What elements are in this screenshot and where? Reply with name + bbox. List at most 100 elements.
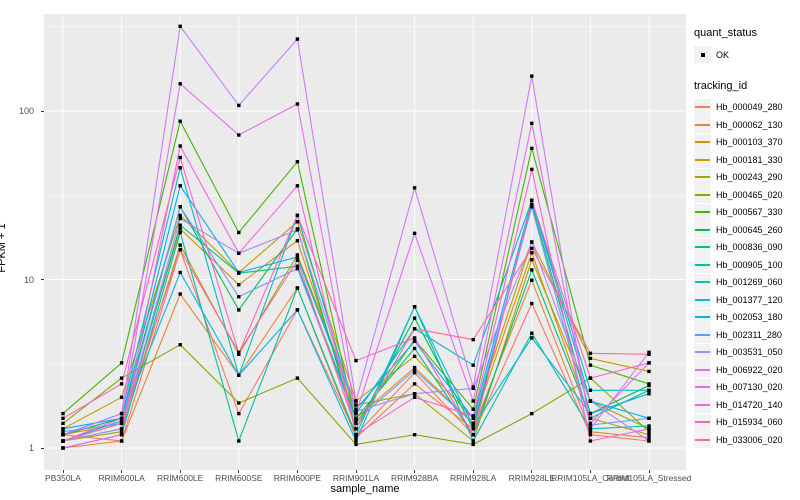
data-point (471, 363, 475, 367)
data-point (237, 251, 241, 255)
x-tick-label: RRIM901LA (332, 473, 380, 483)
legend-line-swatch (695, 246, 710, 249)
legend-item-Hb_000181_330: Hb_000181_330 (694, 151, 798, 169)
legend-key-box (694, 361, 711, 379)
legend-item-Hb_003531_050: Hb_003531_050 (694, 343, 798, 362)
data-point (471, 414, 475, 418)
x-tick-label: RRIM105LA_Stressed (606, 473, 692, 483)
legend-item-Hb_033006_020: Hb_033006_020 (694, 431, 798, 449)
x-tick-mark (179, 470, 181, 473)
legend-item-label: Hb_000062_130 (716, 119, 783, 130)
data-point (295, 228, 300, 232)
legend-line-swatch (695, 193, 710, 196)
data-point (530, 240, 534, 244)
tracking-id-legend-entries: Hb_000049_280 Hb_000062_130 Hb_000103_370 H… (694, 98, 798, 449)
data-point (237, 283, 241, 287)
data-point (530, 301, 534, 306)
data-point (61, 446, 65, 450)
data-point (471, 407, 475, 411)
legend-title-quant-status: quant_status (694, 27, 757, 39)
legend-item-label: Hb_001377_120 (716, 294, 783, 305)
data-point (412, 371, 417, 375)
data-point (295, 102, 300, 106)
data-point (178, 144, 182, 148)
legend-key-box (694, 186, 711, 204)
legend-item-label: Hb_006922_020 (716, 364, 783, 375)
data-point (412, 336, 417, 340)
data-point (119, 395, 124, 399)
data-point (588, 430, 593, 434)
data-point (647, 383, 651, 388)
data-point (412, 433, 417, 437)
legend-item-label: Hb_002053_180 (716, 312, 783, 323)
data-point (471, 399, 475, 403)
data-point (412, 316, 417, 320)
x-tick-mark (62, 470, 64, 473)
data-point (295, 264, 300, 268)
data-point (647, 433, 651, 437)
legend-key-box (694, 273, 711, 291)
legend-item-Hb_000049_280: Hb_000049_280 (694, 98, 798, 117)
legend-item-label: Hb_000103_370 (716, 137, 783, 148)
x-tick-label: RRIM600LE (157, 473, 204, 483)
legend-item-Hb_002053_180: Hb_002053_180 (694, 308, 798, 327)
legend-line-swatch (695, 228, 710, 231)
data-point (412, 231, 417, 235)
data-point (295, 160, 300, 164)
data-point (412, 305, 417, 309)
data-point (119, 439, 124, 443)
legend-key-box (694, 256, 711, 274)
data-point (237, 133, 241, 137)
legend-item-Hb_006922_020: Hb_006922_020 (694, 361, 798, 379)
data-point (295, 258, 300, 262)
data-point (295, 376, 300, 380)
y-tick-text: 1 (28, 443, 34, 453)
legend-item-Hb_000905_100: Hb_000905_100 (694, 256, 798, 274)
x-tick-label: RRIM928LA (450, 473, 497, 483)
legend-key-box (694, 203, 711, 221)
legend-item-label: Hb_003531_050 (716, 347, 783, 358)
data-point (237, 103, 241, 108)
data-point (530, 205, 534, 209)
data-point (412, 382, 417, 386)
data-point (237, 411, 241, 416)
data-point (178, 82, 182, 86)
data-point (295, 308, 300, 312)
legend-item-label: Hb_000836_090 (716, 242, 783, 253)
legend-item-Hb_002311_280: Hb_002311_280 (694, 326, 798, 344)
data-point (295, 213, 300, 218)
plot-panel (44, 14, 686, 470)
data-point (588, 411, 593, 416)
data-point (647, 350, 651, 354)
data-point (530, 336, 534, 340)
data-point (61, 416, 65, 420)
x-tick-mark (121, 470, 123, 473)
legend-key-box (694, 116, 711, 134)
data-point (119, 416, 124, 420)
data-point (354, 419, 358, 423)
legend-line-swatch (695, 368, 710, 371)
data-point (178, 230, 182, 235)
legend-key-box (694, 221, 711, 239)
legend-item-Hb_000243_290: Hb_000243_290 (694, 168, 798, 187)
data-point (178, 166, 182, 170)
legend-key-box (694, 133, 711, 151)
legend-item-label: Hb_007130_020 (716, 382, 783, 393)
legend-item-quant-ok: OK (694, 46, 798, 64)
legend-item-label: OK (716, 49, 730, 60)
data-point (412, 346, 417, 351)
data-point (647, 361, 651, 365)
data-point (588, 439, 593, 443)
data-point (295, 37, 300, 41)
legend-item-Hb_000645_260: Hb_000645_260 (694, 221, 798, 239)
data-point (178, 223, 182, 227)
data-point (237, 439, 241, 443)
data-point (354, 358, 358, 363)
data-point (178, 248, 182, 252)
data-point (354, 442, 358, 447)
data-point (530, 246, 534, 251)
x-tick-mark (648, 470, 650, 473)
data-point (119, 433, 124, 437)
legend-item-label: Hb_000905_100 (716, 259, 783, 270)
legend-key-box (694, 343, 711, 361)
